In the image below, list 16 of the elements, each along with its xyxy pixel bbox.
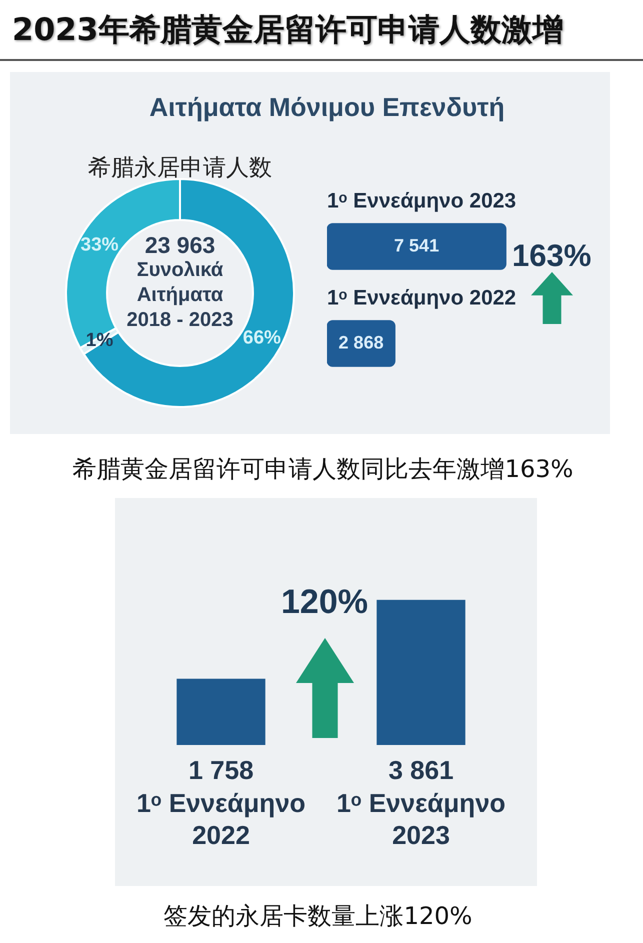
text: 163%	[512, 238, 592, 274]
text: 23 963	[144, 232, 216, 258]
text: 希腊永居申请人数	[87, 154, 273, 183]
text: Συνολικά Αιτήματα	[136, 258, 224, 308]
data-label: 1 758	[188, 755, 254, 786]
data-label: 7 541	[394, 235, 440, 256]
chart-subtitle: Αιτήματα Μόνιμου Επενδυτή	[148, 92, 506, 123]
text: 签发的永居卡数量上涨120%	[162, 901, 474, 932]
chart-title: 2023年希腊黄金居留许可申请人数激增	[12, 11, 564, 50]
data-label: 2 868	[338, 332, 384, 352]
data-label: 66%	[242, 327, 282, 348]
data-label: 3 861	[388, 755, 454, 786]
text: 希腊黄金居留许可申请人数同比去年激增163%	[72, 454, 574, 485]
text: 2018 - 2023	[126, 309, 234, 331]
data-label: 33%	[80, 234, 119, 256]
annotation: 120%	[281, 583, 368, 622]
